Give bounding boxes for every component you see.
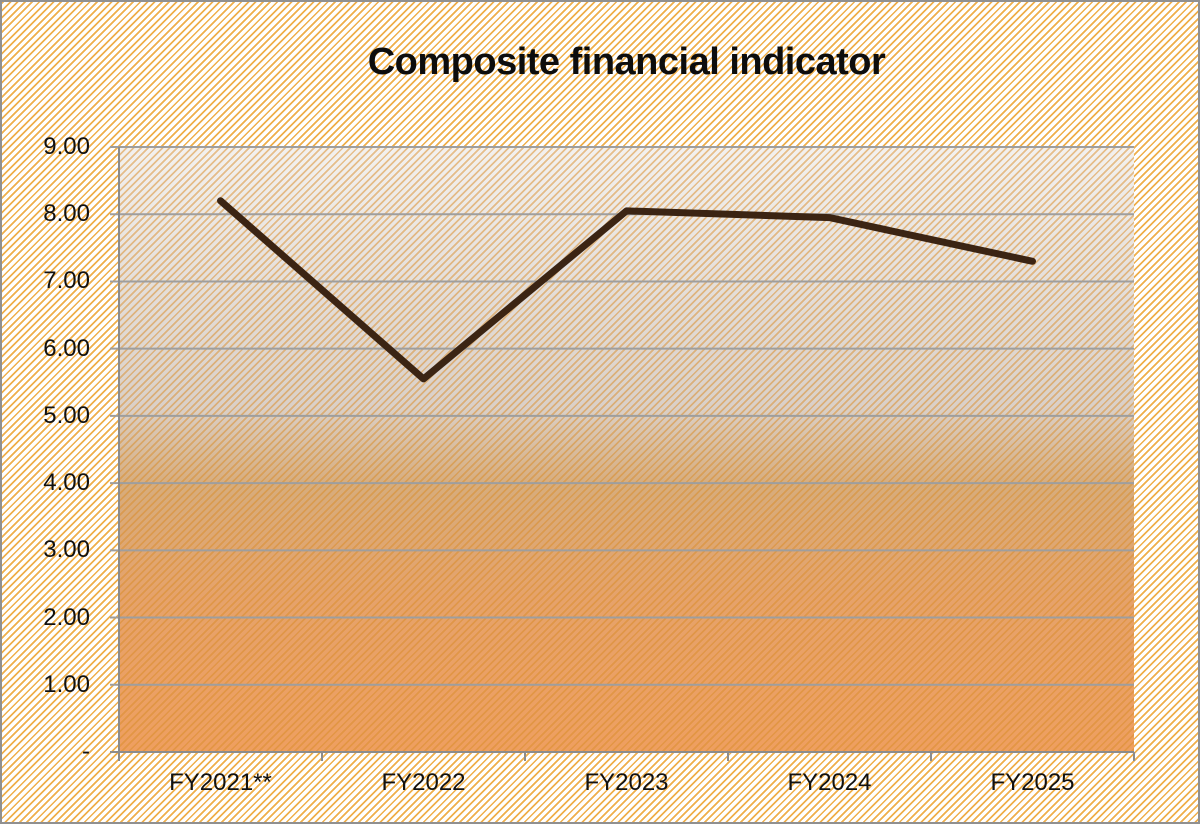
series-line xyxy=(217,197,1036,383)
chart-title: Composite financial indicator xyxy=(367,41,886,83)
x-axis-category-label: FY2023 xyxy=(584,769,669,796)
y-axis-tick-label: 4.00 xyxy=(43,469,90,497)
y-axis-tick-label: - xyxy=(82,738,90,765)
y-axis-tick-label: 5.00 xyxy=(43,401,90,429)
y-axis-tick-label: 2.00 xyxy=(43,603,90,631)
y-axis-tick-label: 1.00 xyxy=(43,670,90,698)
y-axis-tick-label: 7.00 xyxy=(43,267,90,295)
y-axis-tick-label: 3.00 xyxy=(43,536,90,564)
x-axis-category-label: FY2022 xyxy=(381,769,466,796)
y-axis-tick-label: 9.00 xyxy=(43,133,90,160)
x-axis-category-label: FY2024 xyxy=(787,769,872,796)
y-axis-tick-label: 6.00 xyxy=(43,334,90,362)
y-axis-tick-label: 8.00 xyxy=(43,200,90,228)
x-axis-category-label: FY2021** xyxy=(169,769,272,796)
x-axis-category-label: FY2025 xyxy=(990,769,1075,796)
